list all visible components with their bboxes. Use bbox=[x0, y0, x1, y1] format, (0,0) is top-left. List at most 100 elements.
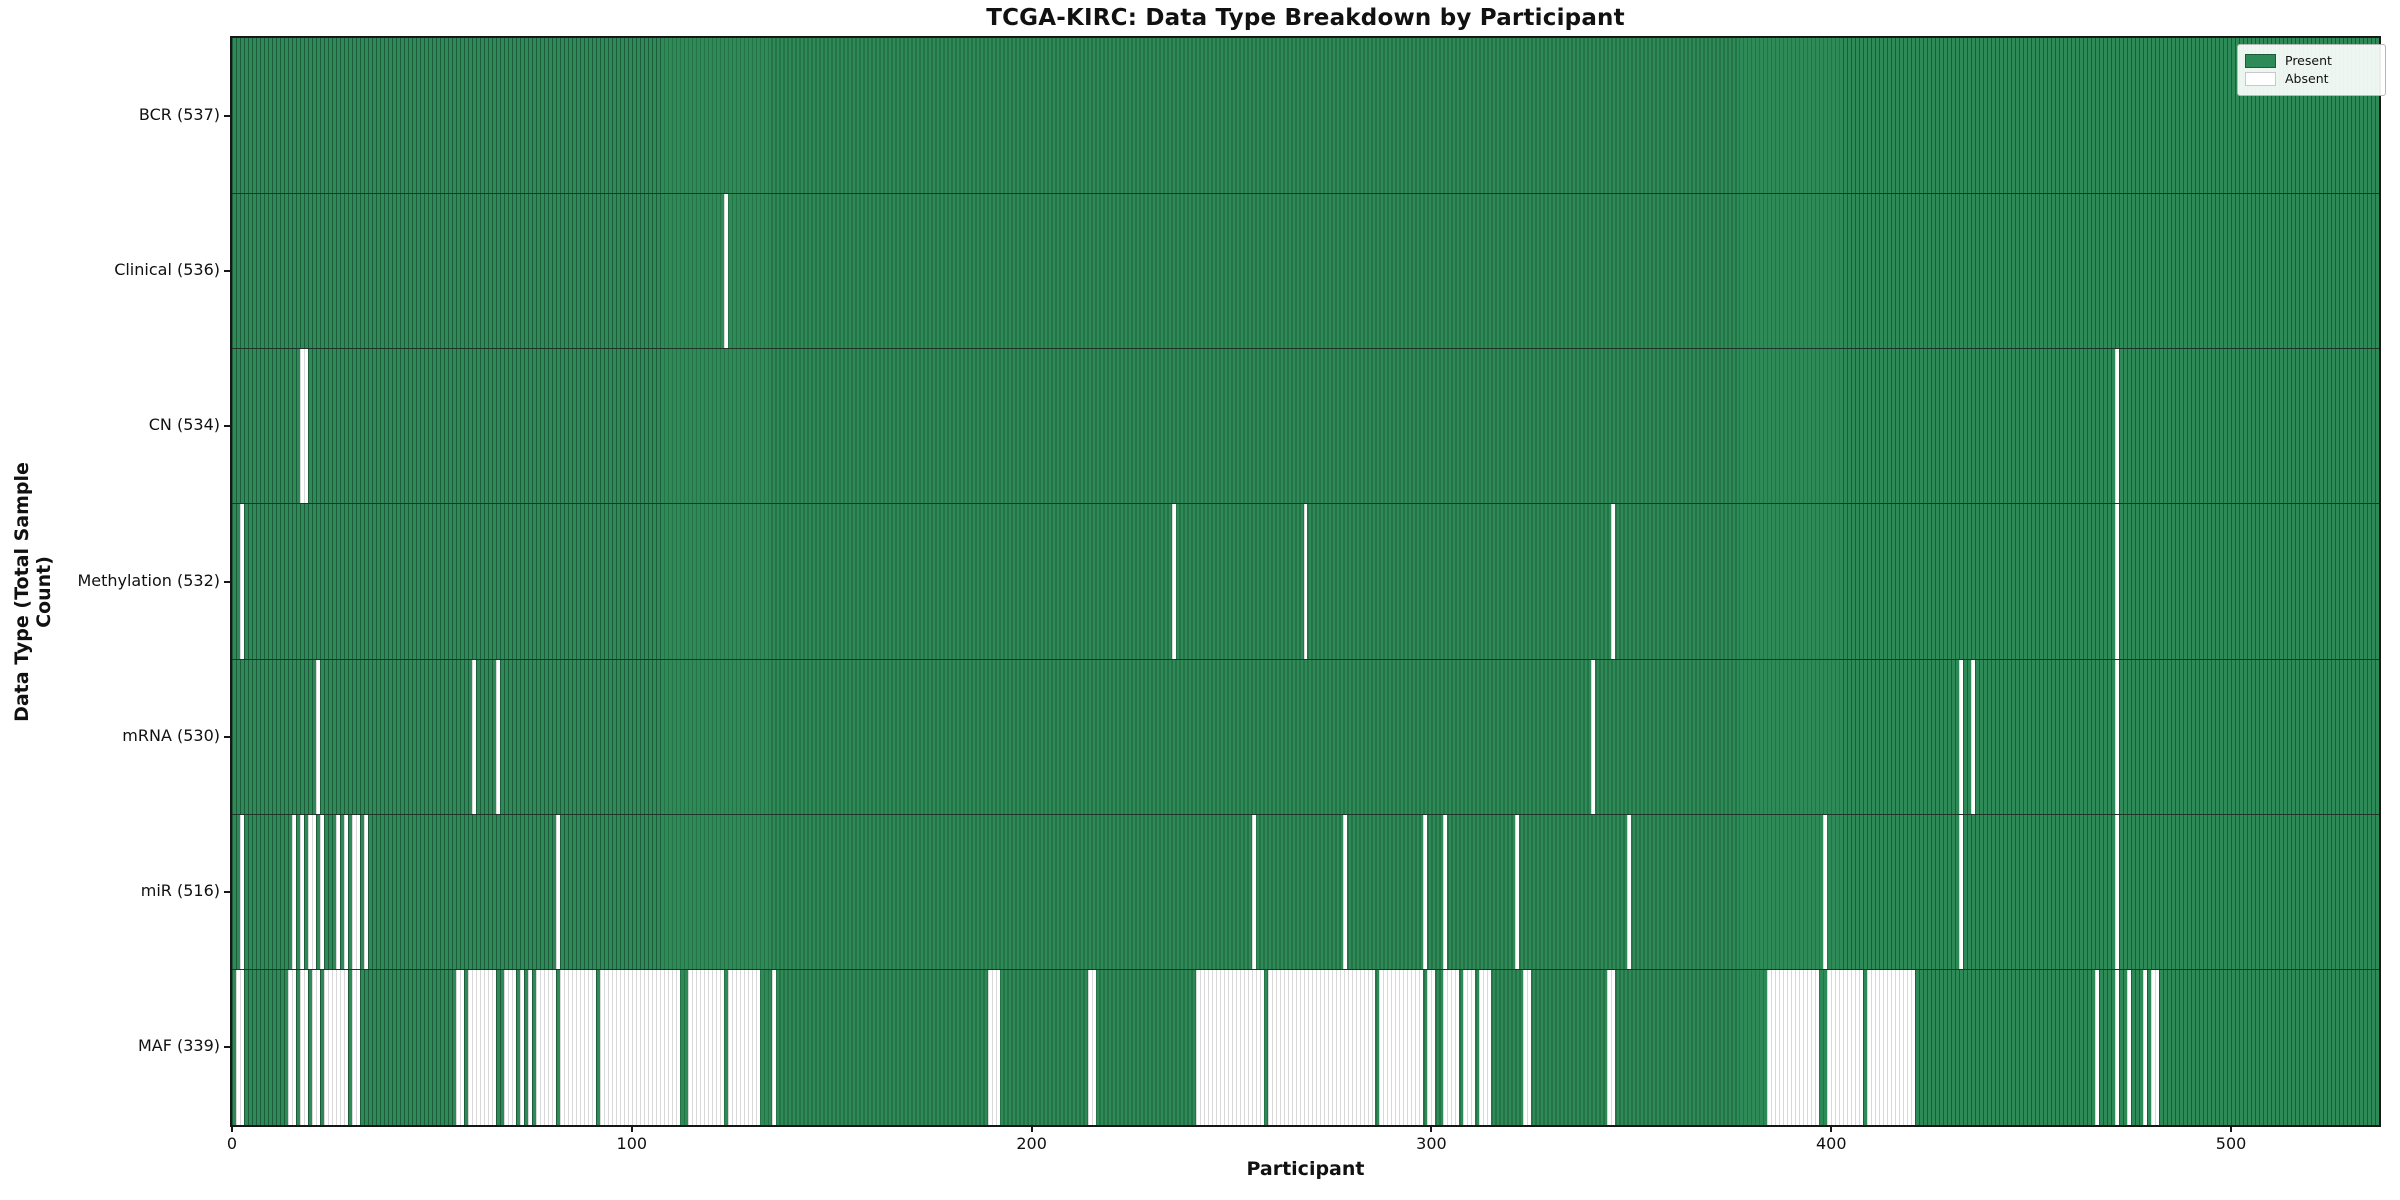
y-tick-label-maf: MAF (339) bbox=[137, 1036, 220, 1056]
absent-gap bbox=[351, 814, 360, 970]
absent-gap bbox=[455, 969, 464, 1125]
absent-gap bbox=[1443, 969, 1460, 1125]
x-tick-label: 500 bbox=[2215, 1134, 2247, 1153]
absent-gap bbox=[351, 969, 360, 1125]
absent-gap bbox=[771, 969, 776, 1125]
absent-gap bbox=[987, 969, 1000, 1125]
absent-gap bbox=[1195, 969, 1264, 1125]
legend-item-absent: Absent bbox=[2245, 71, 2377, 86]
absent-gap bbox=[535, 969, 556, 1125]
absent-gap bbox=[1959, 814, 1964, 970]
absent-gap bbox=[235, 969, 244, 1125]
heatmap-row-bcr bbox=[232, 38, 2379, 194]
y-tick-mark bbox=[224, 735, 230, 738]
row-separator bbox=[232, 192, 2379, 194]
absent-gap bbox=[1479, 969, 1492, 1125]
heatmap-row-maf bbox=[232, 969, 2379, 1125]
absent-gap bbox=[1443, 814, 1448, 970]
y-tick-mark bbox=[224, 891, 230, 894]
row-separator bbox=[232, 813, 2379, 816]
row-separator bbox=[232, 347, 2379, 350]
absent-gap bbox=[1611, 503, 1616, 660]
absent-gap bbox=[2115, 659, 2120, 815]
absent-gap bbox=[287, 969, 296, 1125]
absent-gap bbox=[519, 969, 524, 1125]
absent-gap bbox=[2115, 814, 2120, 970]
x-tick-mark bbox=[231, 1125, 233, 1132]
y-tick-label-mir: miR (516) bbox=[140, 881, 220, 901]
row-separator bbox=[232, 969, 2379, 971]
absent-gap bbox=[723, 193, 728, 349]
y-tick-mark bbox=[224, 580, 230, 583]
absent-gap bbox=[2115, 503, 2120, 660]
absent-gap bbox=[307, 814, 316, 970]
x-tick-label: 300 bbox=[1416, 1134, 1447, 1153]
absent-gap bbox=[335, 814, 340, 970]
absent-gap bbox=[1379, 969, 1424, 1125]
x-tick-label: 0 bbox=[226, 1134, 238, 1153]
absent-gap bbox=[2143, 969, 2148, 1125]
absent-gap bbox=[1343, 814, 1348, 970]
absent-gap bbox=[291, 814, 296, 970]
x-tick-label: 400 bbox=[1815, 1134, 1847, 1153]
y-tick-label-clinical: Clinical (536) bbox=[114, 259, 220, 279]
absent-gap bbox=[555, 814, 560, 970]
absent-gap bbox=[315, 659, 320, 815]
x-tick-mark bbox=[1030, 1125, 1033, 1132]
x-tick-label: 200 bbox=[1016, 1134, 1047, 1153]
absent-gap bbox=[727, 969, 760, 1125]
absent-gap bbox=[1971, 659, 1976, 815]
x-axis-label: Participant bbox=[1246, 1158, 1365, 1180]
y-tick-mark bbox=[224, 269, 230, 272]
heatmap-row-clinical bbox=[232, 193, 2379, 349]
legend-swatch-present-icon bbox=[2245, 53, 2276, 68]
absent-gap bbox=[1251, 814, 1256, 970]
absent-gap bbox=[239, 814, 244, 970]
absent-gap bbox=[2151, 969, 2160, 1125]
legend-label-present: Present bbox=[2285, 53, 2332, 68]
absent-gap bbox=[503, 969, 516, 1125]
y-tick-label-cn: CN (534) bbox=[148, 415, 220, 435]
chart-title: TCGA-KIRC: Data Type Breakdown by Partic… bbox=[986, 5, 1625, 31]
absent-gap bbox=[559, 969, 596, 1125]
absent-gap bbox=[1427, 969, 1436, 1125]
absent-gap bbox=[1171, 503, 1176, 660]
absent-gap bbox=[1303, 503, 1308, 660]
absent-gap bbox=[599, 969, 680, 1125]
absent-gap bbox=[2127, 969, 2132, 1125]
absent-gap bbox=[299, 969, 308, 1125]
absent-gap bbox=[495, 659, 500, 815]
absent-gap bbox=[299, 348, 308, 504]
absent-gap bbox=[1423, 814, 1428, 970]
absent-gap bbox=[311, 969, 320, 1125]
y-tick-mark bbox=[224, 425, 230, 428]
x-tick-mark bbox=[1830, 1125, 1833, 1132]
row-separator bbox=[232, 658, 2379, 660]
absent-gap bbox=[1523, 969, 1532, 1125]
absent-gap bbox=[323, 969, 348, 1125]
x-tick-mark bbox=[630, 1125, 633, 1132]
absent-gap bbox=[2115, 348, 2120, 504]
legend-label-absent: Absent bbox=[2285, 71, 2329, 86]
absent-gap bbox=[299, 814, 304, 970]
absent-gap bbox=[1867, 969, 1916, 1125]
absent-gap bbox=[1827, 969, 1864, 1125]
absent-gap bbox=[239, 503, 244, 660]
absent-gap bbox=[1087, 969, 1096, 1125]
legend-swatch-absent-icon bbox=[2245, 71, 2276, 86]
y-axis-label: Data Type (Total Sample Count) bbox=[11, 462, 55, 722]
y-tick-label-bcr: BCR (537) bbox=[138, 104, 220, 124]
heatmap-row-mir bbox=[232, 814, 2379, 970]
absent-gap bbox=[1627, 814, 1632, 970]
y-tick-mark bbox=[224, 114, 230, 117]
y-tick-label-methylation: Methylation (532) bbox=[77, 570, 220, 590]
heatmap-row-cn bbox=[232, 348, 2379, 504]
absent-gap bbox=[363, 814, 368, 970]
absent-gap bbox=[1267, 969, 1376, 1125]
absent-gap bbox=[1959, 659, 1964, 815]
y-tick-label-mrna: mRNA (530) bbox=[122, 725, 220, 745]
absent-gap bbox=[1823, 814, 1828, 970]
absent-gap bbox=[1607, 969, 1616, 1125]
absent-gap bbox=[527, 969, 532, 1125]
